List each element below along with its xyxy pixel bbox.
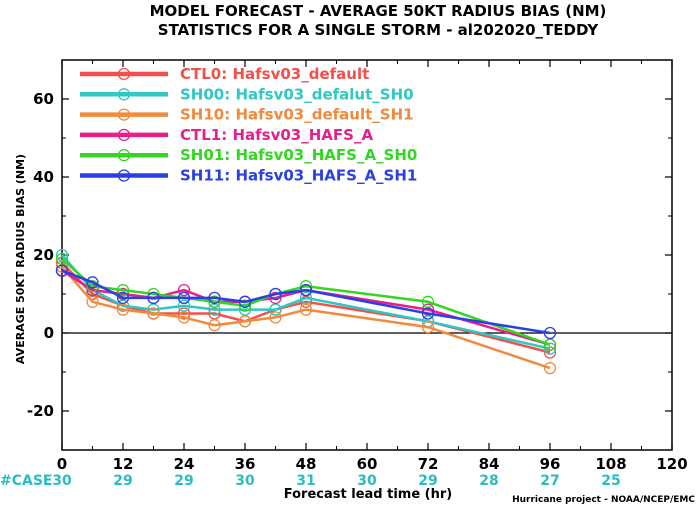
series-point-4 [147, 287, 160, 301]
credit-text: Hurricane project - NOAA/NCEP/EMC [512, 495, 695, 505]
series-point-1 [147, 303, 160, 316]
case-count: 30 [357, 473, 377, 489]
y-tick-label: -20 [27, 402, 54, 420]
series-point-2 [269, 311, 282, 324]
series-point-2 [421, 320, 435, 334]
series-point-2 [299, 303, 313, 316]
series-point-2 [86, 295, 99, 308]
series-point-5 [147, 291, 160, 305]
series-point-1 [269, 303, 282, 316]
legend-marker-1 [117, 88, 131, 101]
series-point-4 [116, 283, 130, 297]
series-point-3 [269, 291, 282, 305]
series-line-5 [61, 269, 551, 335]
series-point-4 [421, 295, 435, 308]
series-point-2 [177, 311, 191, 324]
chart-subtitle: STATISTICS FOR A SINGLE STORM - al202020… [158, 21, 600, 39]
legend-marker-5 [117, 169, 131, 182]
y-axis-label: AVERAGE 50KT RADIUS BIAS (NM) [14, 154, 27, 364]
x-tick-label: 12 [113, 455, 134, 473]
legend-marker-4 [117, 149, 131, 162]
x-tick-label: 48 [296, 455, 317, 473]
series-point-1 [208, 303, 221, 316]
x-tick-label: 24 [174, 455, 195, 473]
series-point-5 [238, 295, 252, 308]
legend-entry-4: SH01: Hafsv03_HAFS_A_SH0 [180, 146, 417, 164]
legend-entry-0: CTL0: Hafsv03_default [180, 65, 369, 83]
series-point-5 [116, 291, 130, 305]
series-point-3 [177, 283, 191, 297]
case-count: 27 [540, 473, 559, 489]
series-point-4 [299, 280, 313, 293]
series-point-2 [208, 319, 221, 332]
plot-area: 0 12 24 36 48 60 72 84 96 108 120 -20 0 20 40 60 CTL0: H… [27, 59, 688, 489]
series-point-2 [116, 303, 130, 316]
x-tick-label: 60 [357, 455, 378, 473]
y-tick-label: 0 [44, 324, 54, 342]
case-label: #CASE [0, 473, 53, 489]
case-count: 30 [52, 473, 72, 489]
x-tick-label: 120 [656, 455, 687, 473]
x-tick-label: 84 [479, 455, 500, 473]
series-point-0 [299, 295, 313, 308]
chart-title: MODEL FORECAST - AVERAGE 50KT RADIUS BIA… [150, 2, 607, 20]
case-count: 29 [174, 473, 193, 489]
series-point-3 [421, 303, 435, 316]
y-tick-label: 20 [33, 246, 54, 264]
series-point-5 [177, 291, 191, 305]
series-point-0 [177, 307, 191, 320]
series-point-5 [208, 291, 221, 305]
series-point-0 [208, 307, 221, 320]
series-point-1 [116, 299, 130, 312]
series-point-5 [421, 307, 435, 320]
series-point-5 [86, 276, 99, 289]
case-count: 31 [296, 473, 315, 489]
series-point-1 [177, 299, 191, 312]
series-point-5 [299, 283, 313, 297]
series-point-4 [55, 252, 69, 266]
y-tick-label: 60 [33, 90, 54, 108]
series-point-5 [543, 326, 557, 340]
series-line-2 [61, 265, 551, 370]
x-tick-label: 108 [595, 455, 626, 473]
y-tick-label: 40 [33, 168, 54, 186]
series-line-1 [61, 254, 551, 350]
series-point-1 [299, 291, 313, 305]
legend-marker-0 [117, 67, 131, 81]
x-tick-label: 36 [235, 455, 256, 473]
series-point-4 [543, 338, 557, 351]
x-tick-label: 72 [418, 455, 439, 473]
x-tick-label: 0 [57, 455, 67, 473]
series-line-4 [61, 257, 551, 346]
case-count: 29 [418, 473, 437, 489]
series-point-2 [55, 260, 69, 273]
case-count: 29 [113, 473, 132, 489]
x-axis-label: Forecast lead time (hr) [284, 487, 452, 502]
series-point-2 [543, 361, 557, 375]
series-point-5 [55, 264, 69, 277]
case-count: 30 [235, 473, 255, 489]
legend-marker-3 [117, 128, 131, 142]
case-count: 25 [601, 473, 620, 489]
series-point-4 [208, 295, 221, 308]
case-count: 28 [479, 473, 498, 489]
series-point-2 [238, 315, 252, 328]
series-point-0 [543, 346, 557, 359]
series-point-2 [147, 307, 160, 320]
legend-entry-3: CTL1: Hafsv03_HAFS_A [180, 126, 373, 144]
series-point-4 [238, 299, 252, 312]
series-point-5 [269, 287, 282, 301]
legend-entry-2: SH10: Hafsv03_default_SH1 [180, 106, 414, 124]
legend-marker-2 [117, 108, 131, 121]
legend-entry-1: SH00: Hafsv03_defalut_SH0 [180, 85, 414, 103]
series-point-1 [543, 342, 557, 355]
series-point-1 [238, 303, 252, 316]
x-tick-label: 96 [540, 455, 561, 473]
legend-entry-5: SH11: Hafsv03_HAFS_A_SH1 [180, 167, 417, 185]
